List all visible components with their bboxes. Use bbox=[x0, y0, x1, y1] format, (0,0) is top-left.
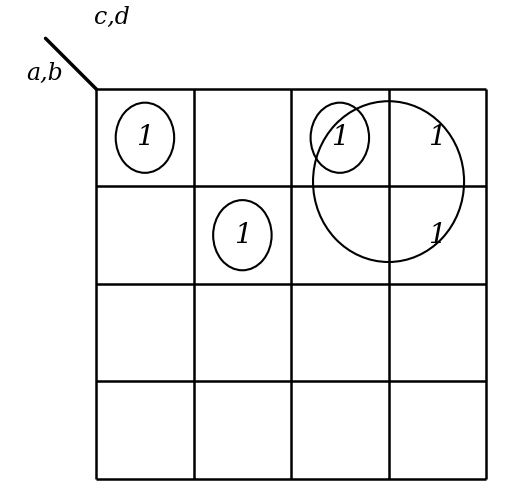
Text: 1: 1 bbox=[136, 124, 154, 151]
Text: 1: 1 bbox=[429, 222, 446, 249]
Text: 1: 1 bbox=[331, 124, 348, 151]
Text: 1: 1 bbox=[233, 222, 251, 249]
Text: 1: 1 bbox=[429, 124, 446, 151]
Text: c,d: c,d bbox=[94, 5, 130, 28]
Text: a,b: a,b bbox=[26, 62, 63, 85]
